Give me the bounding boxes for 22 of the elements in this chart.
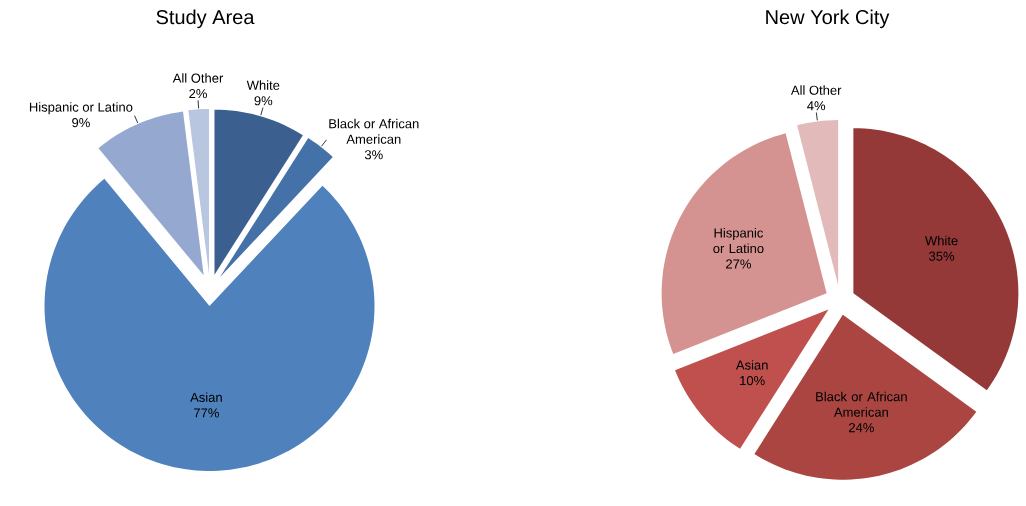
chart-title: New York City xyxy=(766,9,890,29)
data-label: 27% xyxy=(726,259,751,269)
data-label: 10% xyxy=(740,375,765,386)
slice-label: Asian xyxy=(190,392,222,402)
slice-label: White xyxy=(925,235,958,246)
chart-title: Study Area xyxy=(156,9,255,29)
data-label: 9% xyxy=(254,96,273,106)
slice-label: Hispanic or Latino xyxy=(713,227,764,254)
slice-label: All Other xyxy=(172,73,224,83)
data-label: 35% xyxy=(929,251,955,261)
data-label: 9% xyxy=(72,118,90,128)
slice-label: White xyxy=(246,80,280,90)
data-label: 24% xyxy=(849,423,874,433)
data-label: 77% xyxy=(194,408,219,418)
slice-label: Black or African American xyxy=(816,391,907,417)
data-label: 4% xyxy=(807,101,826,111)
slice-label: Asian xyxy=(735,360,768,370)
slice-label: All Other xyxy=(790,85,842,95)
data-label: 2% xyxy=(189,89,207,99)
data-label: 3% xyxy=(364,150,383,160)
slice-label: Hispanic or Latino xyxy=(29,102,133,115)
slice-label: Black or African American xyxy=(329,118,419,144)
